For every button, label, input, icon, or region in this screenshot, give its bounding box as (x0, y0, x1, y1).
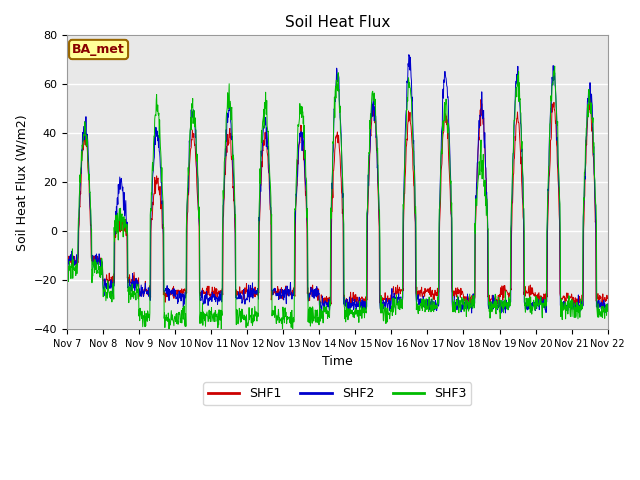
SHF1 (492, 298, 500, 303)
SHF2 (318, 312, 326, 317)
SHF2 (540, 305, 548, 311)
SHF3 (63, 276, 70, 282)
SHF1 (183, 223, 191, 228)
SHF1 (540, 291, 548, 297)
SHF2 (422, 302, 429, 308)
Legend: SHF1, SHF2, SHF3: SHF1, SHF2, SHF3 (203, 383, 472, 406)
SHF3 (551, 63, 559, 69)
SHF1 (63, 256, 70, 262)
SHF3 (244, 323, 252, 328)
SHF2 (604, 303, 612, 309)
SHF2 (405, 52, 413, 58)
SHF1 (244, 292, 252, 298)
SHF3 (422, 307, 429, 312)
Line: SHF1: SHF1 (67, 97, 608, 308)
SHF2 (170, 286, 178, 291)
SHF3 (540, 301, 548, 307)
SHF2 (244, 287, 252, 293)
SHF2 (493, 298, 500, 303)
SHF2 (63, 255, 70, 261)
Text: BA_met: BA_met (72, 43, 125, 56)
SHF3 (183, 202, 191, 208)
X-axis label: Time: Time (322, 355, 353, 368)
SHF2 (183, 202, 191, 207)
SHF3 (604, 309, 612, 314)
SHF1 (604, 295, 612, 300)
Title: Soil Heat Flux: Soil Heat Flux (285, 15, 390, 30)
SHF1 (586, 94, 594, 100)
SHF1 (462, 305, 470, 311)
Line: SHF3: SHF3 (67, 66, 608, 332)
SHF1 (421, 286, 429, 291)
SHF3 (278, 329, 286, 335)
SHF1 (170, 296, 178, 301)
Line: SHF2: SHF2 (67, 55, 608, 314)
SHF3 (170, 323, 178, 329)
SHF3 (492, 311, 500, 317)
Y-axis label: Soil Heat Flux (W/m2): Soil Heat Flux (W/m2) (15, 114, 28, 251)
